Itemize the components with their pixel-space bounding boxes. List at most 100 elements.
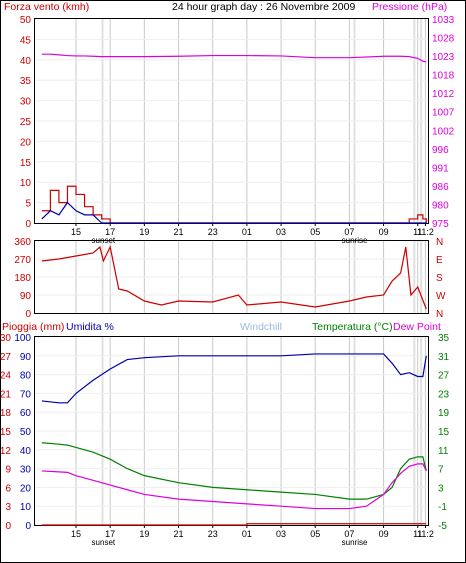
x-tick-label: 01 <box>242 227 252 237</box>
temperature-tick: 3 <box>438 483 444 494</box>
wind-speed-tick: 45 <box>20 35 32 46</box>
sunset-label: sunset <box>92 236 116 245</box>
x-tick-label: 19 <box>139 227 149 237</box>
temperature-tick: 23 <box>438 389 450 400</box>
x-tick-label: 15 <box>71 529 81 539</box>
humidity-axis-title: Umidita % <box>66 321 114 333</box>
wind-speed-tick: 15 <box>20 158 32 169</box>
x-tick-label: 21 <box>174 227 184 237</box>
wind-axis-title: Forza vento (kmh) <box>4 1 89 13</box>
windchill-legend: Windchill <box>240 321 282 333</box>
temperature-tick: -1 <box>438 502 447 513</box>
wind-speed-tick: 10 <box>20 178 32 189</box>
x-tick-label: 15 <box>71 227 81 237</box>
direction-degree-tick: 270 <box>14 255 31 266</box>
humidity-tick: 70 <box>20 389 32 400</box>
dewpoint-axis-title: Dew Point <box>393 321 441 333</box>
x-tick-label: 23 <box>208 529 218 539</box>
x-tick-label: 05 <box>310 227 320 237</box>
direction-degree-tick: 0 <box>25 309 31 320</box>
rain-tick: 0 <box>5 521 11 532</box>
direction-degree-tick: 180 <box>14 273 31 284</box>
temperature-tick: 19 <box>438 408 450 419</box>
pressure-tick: 1018 <box>432 71 455 82</box>
humidity-tick: 100 <box>14 333 31 344</box>
pressure-tick: 975 <box>432 219 449 230</box>
pressure-line <box>41 53 427 63</box>
x-tick-label: 07 <box>344 529 354 539</box>
x-tick-label: 11 <box>413 529 422 539</box>
wind-speed-tick: 0 <box>25 219 31 230</box>
humidity-tick: 20 <box>20 483 32 494</box>
wind-speed-tick: 35 <box>20 76 32 87</box>
direction-compass-tick: N <box>436 309 443 320</box>
rain-line <box>41 523 427 526</box>
wind-gust-line <box>41 201 427 224</box>
x-tick-label: 19 <box>139 529 149 539</box>
x-tick-label: 09 <box>379 227 389 237</box>
pressure-axis-title: Pressione (hPa) <box>372 1 447 13</box>
x-tick-label: 01 <box>242 529 252 539</box>
x-tick-label: 17 <box>105 227 115 237</box>
dewpoint-line <box>41 463 427 510</box>
rain-tick: 15 <box>0 427 11 438</box>
humidity-tick: 80 <box>20 371 32 382</box>
x-tick-label: 05 <box>310 529 320 539</box>
wind-speed-tick: 25 <box>20 117 32 128</box>
wind-direction-series <box>41 245 427 310</box>
temperature-tick: 11 <box>438 446 449 457</box>
temperature-axis-title: Temperatura (°C) <box>312 321 393 333</box>
pressure-tick: 980 <box>432 200 449 211</box>
temperature-tick: 15 <box>438 427 450 438</box>
wind-speed-tick: 20 <box>20 137 32 148</box>
gridlines <box>35 19 428 525</box>
x-tick-label: 17 <box>105 529 115 539</box>
chart-title: 24 hour graph day : 26 Novembre 2009 <box>172 1 355 13</box>
pressure-tick: 1033 <box>432 15 455 26</box>
humidity-tick: 10 <box>20 502 32 513</box>
wind-speed-tick: 5 <box>25 199 31 210</box>
temp-humidity-series <box>41 353 427 526</box>
x-tick-label: 07 <box>344 227 354 237</box>
x-tick-label: 03 <box>276 529 286 539</box>
pressure-tick: 1028 <box>432 34 455 45</box>
wind-direction-line <box>41 245 427 310</box>
wind-speed-tick: 30 <box>20 97 32 108</box>
sunrise-label: sunrise <box>342 538 368 547</box>
humidity-tick: 40 <box>20 446 32 457</box>
pressure-tick: 996 <box>432 145 449 156</box>
direction-compass-tick: S <box>436 273 443 284</box>
rain-tick: 27 <box>0 352 11 363</box>
wind-pressure-series <box>41 53 427 224</box>
direction-compass-tick: E <box>436 255 443 266</box>
rain-tick: 18 <box>0 408 11 419</box>
rain-tick: 21 <box>0 389 11 400</box>
direction-degree-tick: 360 <box>14 237 31 248</box>
x-tick-label: 09 <box>379 529 389 539</box>
rain-tick: 12 <box>0 446 11 457</box>
temperature-tick: 27 <box>438 371 450 382</box>
pressure-tick: 1023 <box>432 52 455 63</box>
rain-tick: 30 <box>0 333 11 344</box>
sunset-label: sunset <box>92 538 116 547</box>
pressure-tick: 1012 <box>432 89 455 100</box>
direction-degree-tick: 90 <box>20 291 32 302</box>
rain-axis-title: Pioggia (mm) <box>2 321 64 333</box>
humidity-tick: 30 <box>20 465 32 476</box>
direction-compass-tick: N <box>436 237 443 248</box>
x-tick-label: 11:2 <box>417 529 434 539</box>
x-tick-label: 23 <box>208 227 218 237</box>
sunrise-label: sunrise <box>342 236 368 245</box>
temperature-line <box>41 442 427 500</box>
wind-direction-panel <box>34 240 429 314</box>
rain-tick: 6 <box>5 483 11 494</box>
humidity-tick: 50 <box>20 427 32 438</box>
pressure-tick: 986 <box>432 182 449 193</box>
pressure-tick: 1002 <box>432 126 455 137</box>
rain-tick: 9 <box>5 465 11 476</box>
direction-compass-tick: W <box>436 291 446 302</box>
temperature-tick: 7 <box>438 465 444 476</box>
